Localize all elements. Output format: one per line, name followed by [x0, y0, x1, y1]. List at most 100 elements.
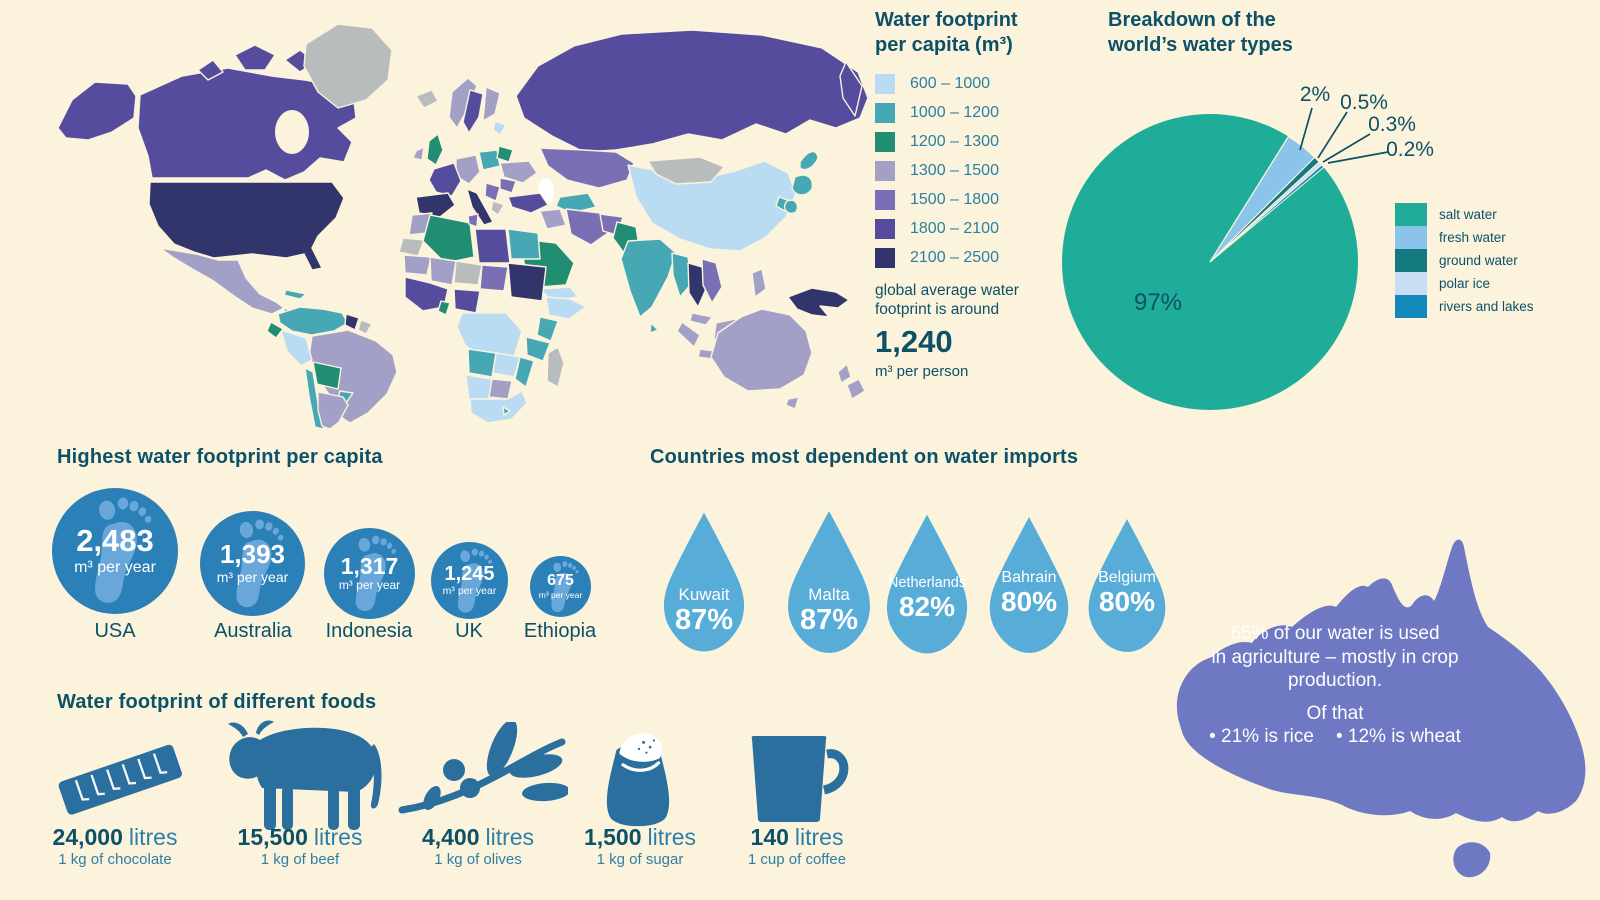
- pie-legend-swatch: [1395, 249, 1427, 272]
- continent-europe: [412, 77, 538, 226]
- drop-country: Malta: [808, 585, 850, 604]
- country-kazakhstan: [539, 147, 635, 189]
- world-map: [57, 23, 869, 430]
- food-desc-coffee: 1 cup of coffee: [747, 851, 847, 868]
- drop-percent: 80%: [1000, 586, 1058, 618]
- footprint-country-usa: USA: [94, 620, 136, 642]
- global-average-unit: m³ per person: [875, 363, 969, 380]
- pie-title: Breakdown of the world’s water types: [1108, 9, 1293, 56]
- footprint-unit: m³ per year: [442, 584, 497, 597]
- country-italy: [466, 188, 494, 226]
- country-india: [620, 238, 677, 318]
- callout-line-ground: [1317, 111, 1348, 159]
- footprints-section-title: Highest water footprint per capita: [57, 446, 383, 468]
- pie-legend: salt water fresh water ground water pola…: [1395, 203, 1534, 318]
- legend-swatch: [875, 190, 895, 210]
- imports-section-title: Countries most dependent on water import…: [650, 446, 1079, 468]
- pie-legend-row: salt water: [1395, 203, 1534, 226]
- pie-legend-row: fresh water: [1395, 226, 1534, 249]
- food-desc-beef: 1 kg of beef: [260, 851, 340, 868]
- food-value-olives: 4,400 litres: [421, 824, 535, 850]
- map-legend-rows: 600 – 1000 1000 – 1200 1200 – 1300 1300 …: [875, 74, 1090, 268]
- footprint-value: 675: [547, 572, 574, 589]
- drop-percent: 87%: [799, 604, 859, 637]
- olive-branch-icon: [398, 722, 568, 814]
- continent-north-america: [57, 23, 439, 329]
- legend-swatch: [875, 103, 895, 123]
- callout-line-polar: [1322, 133, 1371, 163]
- callout-label-ground: 0.5%: [1340, 91, 1388, 114]
- footprint-circle-indonesia: 1,317 m³ per year: [324, 528, 415, 619]
- footprint-circle-uk: 1,245 m³ per year: [431, 542, 508, 619]
- australia-fact-text: 65% of our water is used in agriculture …: [1209, 623, 1461, 747]
- tasmania: [1453, 842, 1491, 878]
- country-egypt: [507, 228, 541, 260]
- country-madagascar: [546, 346, 565, 388]
- country-usa: [148, 181, 345, 271]
- footprint-country-indonesia: Indonesia: [325, 620, 413, 642]
- water-types-pie-chart: 2% 0.5% 0.3% 0.2% 97%: [1062, 83, 1434, 410]
- footprint-country-uk: UK: [455, 620, 483, 642]
- drop-percent: 80%: [1098, 586, 1156, 618]
- continent-oceania: [710, 308, 866, 410]
- wheat-bullet: • 12% is wheat: [1335, 726, 1461, 747]
- footprint-circle-australia: 1,393 m³ per year: [200, 511, 305, 616]
- footprint-unit: m³ per year: [74, 558, 156, 576]
- global-average-note: global average water footprint is around: [875, 282, 1019, 318]
- country-alaska: [57, 81, 137, 141]
- pie-legend-swatch: [1395, 226, 1427, 249]
- chocolate-bar-icon: [58, 744, 182, 815]
- legend-row: 1200 – 1300: [875, 132, 1090, 152]
- country-mexico: [159, 247, 285, 315]
- water-drop-netherlands: Netherlands 82%: [881, 503, 973, 665]
- sugar-sack-icon: [606, 733, 670, 827]
- drop-country: Netherlands: [887, 575, 967, 591]
- country-south-africa: [469, 390, 528, 424]
- food-desc-sugar: 1 kg of sugar: [596, 851, 684, 868]
- footprint-country-ethiopia: Ethiopia: [523, 620, 597, 642]
- country-uk: [426, 133, 444, 166]
- water-drop-belgium: Belgium 80%: [1083, 508, 1171, 663]
- food-value-chocolate: 24,000 litres: [52, 824, 178, 850]
- country-algeria: [422, 214, 475, 264]
- country-thailand: [687, 262, 707, 308]
- country-libya: [474, 228, 511, 264]
- rice-bullet: • 21% is rice: [1209, 726, 1314, 747]
- callout-line-fresh: [1299, 107, 1313, 151]
- country-mongolia: [647, 156, 725, 185]
- country-canada: [137, 67, 357, 181]
- country-russia: [515, 29, 869, 153]
- australia-shape: [1176, 539, 1586, 878]
- coffee-mug-icon: [751, 736, 849, 822]
- pie-legend-row: polar ice: [1395, 272, 1534, 295]
- continent-asia: [507, 29, 869, 362]
- drop-percent: 87%: [674, 604, 734, 637]
- foods-section-title: Water footprint of different foods: [57, 691, 377, 713]
- country-france: [428, 162, 462, 197]
- footprint-value: 1,393: [219, 539, 286, 570]
- legend-row: 1300 – 1500: [875, 161, 1090, 181]
- global-average-value: 1,240: [875, 324, 953, 359]
- pie-slice-rivers-lakes: [1209, 164, 1325, 263]
- country-iceland: [415, 89, 439, 109]
- pie-legend-swatch: [1395, 295, 1427, 318]
- drop-country: Kuwait: [678, 585, 730, 604]
- legend-row: 1800 – 2100: [875, 219, 1090, 239]
- footprint-unit: m³ per year: [538, 589, 583, 600]
- callout-label-fresh: 2%: [1300, 83, 1330, 106]
- country-spain: [415, 192, 456, 218]
- pie-legend-swatch: [1395, 203, 1427, 226]
- country-greenland: [303, 23, 393, 109]
- pie-legend-row: rivers and lakes: [1395, 295, 1534, 318]
- drop-country: Belgium: [1098, 569, 1156, 586]
- pie-legend-row: ground water: [1395, 249, 1534, 272]
- footprint-value: 2,483: [76, 523, 154, 559]
- footprint-circle-usa: 2,483 m³ per year: [52, 488, 178, 614]
- drop-country: Bahrain: [1001, 569, 1057, 586]
- food-desc-chocolate: 1 kg of chocolate: [58, 851, 172, 868]
- australia-mainland: [1176, 539, 1586, 822]
- water-drop-bahrain: Bahrain 80%: [984, 506, 1074, 664]
- continent-africa: [398, 212, 587, 424]
- drop-percent: 82%: [898, 591, 956, 623]
- footprint-unit: m³ per year: [338, 578, 401, 593]
